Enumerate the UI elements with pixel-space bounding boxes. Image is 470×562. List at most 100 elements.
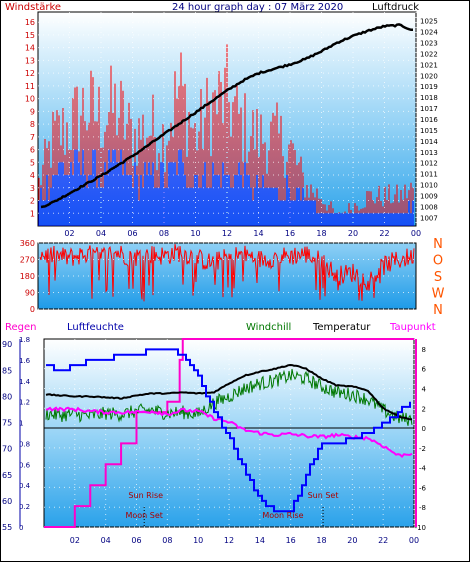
wind-x-tick-label: 18 xyxy=(316,229,326,238)
wind-tick-label: 7 xyxy=(30,133,35,142)
temp-x-tick-label: 02 xyxy=(70,536,80,545)
wind-tick-label: 2 xyxy=(30,197,35,206)
wind-tick-label: 1 xyxy=(30,209,35,218)
compass-label: N xyxy=(433,237,443,252)
humidity-axis-title: Luftfeuchte xyxy=(67,322,124,333)
direction-tick-label: 90 xyxy=(25,289,35,298)
temp-tick-label: -6 xyxy=(419,484,427,492)
header-right-label: Luftdruck xyxy=(372,2,419,13)
wind-x-tick-label: 04 xyxy=(96,229,106,238)
rain-tick-label: 1.4 xyxy=(19,378,31,386)
pressure-tick-label: 1019 xyxy=(420,83,438,91)
humidity-tick-label: 75 xyxy=(2,419,12,428)
pressure-tick-label: 1022 xyxy=(420,50,438,58)
pressure-tick-label: 1015 xyxy=(420,127,438,135)
wind-tick-label: 12 xyxy=(25,69,35,78)
pressure-tick-label: 1012 xyxy=(420,160,438,168)
wind-tick-label: 6 xyxy=(30,146,35,155)
temp-tick-label: -10 xyxy=(415,524,426,532)
temp-x-tick-label: 14 xyxy=(255,536,265,545)
wind-tick-label: 5 xyxy=(30,158,35,167)
wind-x-tick-label: 14 xyxy=(253,229,263,238)
wind-x-tick-label: 00 xyxy=(411,229,421,238)
temp-x-tick-label: 22 xyxy=(378,536,388,545)
dewpoint-legend: Taupunkt xyxy=(389,322,436,333)
rain-line xyxy=(44,338,414,528)
pressure-tick-label: 1025 xyxy=(420,18,438,26)
wind-x-tick-label: 12 xyxy=(222,229,232,238)
wind-x-tick-label: 08 xyxy=(159,229,169,238)
pressure-tick-label: 1014 xyxy=(420,138,438,146)
wind-tick-label: 16 xyxy=(25,18,35,27)
wind-tick-label: 13 xyxy=(25,56,35,65)
pressure-tick-label: 1021 xyxy=(420,61,438,69)
pressure-tick-label: 1011 xyxy=(420,171,438,179)
rain-tick-label: 1.6 xyxy=(19,357,31,365)
wind-x-tick-label: 22 xyxy=(379,229,389,238)
pressure-tick-label: 1016 xyxy=(420,116,438,124)
pressure-tick-label: 1023 xyxy=(420,40,438,48)
compass-label: W xyxy=(432,287,445,302)
humidity-tick-label: 85 xyxy=(2,366,12,375)
pressure-tick-label: 1024 xyxy=(420,29,438,37)
wind-x-tick-label: 06 xyxy=(127,229,137,238)
annotation-label: Moon Rise xyxy=(262,511,303,520)
pressure-line xyxy=(40,23,413,209)
temp-tick-label: 2 xyxy=(422,405,426,413)
wind-tick-label: 4 xyxy=(30,171,35,180)
temperature-line xyxy=(45,363,413,421)
temp-x-tick-label: 04 xyxy=(101,536,111,545)
wind-x-tick-label: 20 xyxy=(348,229,358,238)
pressure-tick-label: 1013 xyxy=(420,149,438,157)
pressure-tick-label: 1009 xyxy=(420,192,438,200)
temperature-legend: Temperatur xyxy=(312,322,371,333)
humidity-tick-label: 90 xyxy=(2,340,12,349)
temp-tick-label: 8 xyxy=(422,346,426,354)
pressure-tick-label: 1008 xyxy=(420,203,438,211)
humidity-tick-label: 80 xyxy=(2,392,12,401)
direction-tick-label: 0 xyxy=(30,305,35,314)
temp-tick-label: -8 xyxy=(419,504,426,512)
rain-tick-label: 0.4 xyxy=(19,482,31,490)
direction-tick-label: 270 xyxy=(20,256,35,265)
compass-label: N xyxy=(433,303,443,318)
rain-tick-label: 1.2 xyxy=(19,399,30,407)
windchill-legend: Windchill xyxy=(246,322,291,333)
annotation-label: Moon Set xyxy=(125,511,162,520)
direction-grid xyxy=(38,242,416,310)
pressure-tick-label: 1017 xyxy=(420,105,438,113)
temp-x-tick-label: 00 xyxy=(409,536,419,545)
humidity-line xyxy=(46,348,411,513)
temp-tick-label: -4 xyxy=(419,465,427,473)
wind-tick-label: 8 xyxy=(30,120,35,129)
humidity-tick-label: 55 xyxy=(2,523,12,532)
rain-axis-title: Regen xyxy=(5,322,37,333)
header-left-label: Windstärke xyxy=(5,2,61,13)
windchill-line xyxy=(45,368,413,426)
wind-tick-label: 9 xyxy=(30,107,35,116)
temp-x-tick-label: 06 xyxy=(131,536,141,545)
rain-tick-label: 0 xyxy=(19,524,23,532)
temp-tick-label: 6 xyxy=(422,366,427,374)
temp-x-tick-label: 10 xyxy=(193,536,203,545)
pressure-tick-label: 1007 xyxy=(420,214,438,222)
pressure-tick-label: 1010 xyxy=(420,182,438,190)
wind-x-tick-label: 10 xyxy=(190,229,200,238)
wind-direction-line xyxy=(39,244,415,302)
temp-tick-label: 4 xyxy=(422,385,427,393)
header-title: 24 hour graph day : 07 März 2020 xyxy=(172,2,343,13)
compass-label: O xyxy=(433,254,443,269)
wind-tick-label: 3 xyxy=(30,184,35,193)
wind-tick-label: 11 xyxy=(25,82,35,91)
rain-tick-label: 0.6 xyxy=(19,461,31,469)
pressure-tick-label: 1020 xyxy=(420,72,438,80)
rain-tick-label: 1.8 xyxy=(19,336,30,344)
temp-x-tick-label: 12 xyxy=(224,536,234,545)
pressure-tick-label: 1018 xyxy=(420,94,438,102)
rain-tick-label: 0.2 xyxy=(19,503,30,511)
compass-label: S xyxy=(434,270,442,285)
annotation-label: Sun Rise xyxy=(128,491,163,500)
temp-x-tick-label: 20 xyxy=(347,536,357,545)
